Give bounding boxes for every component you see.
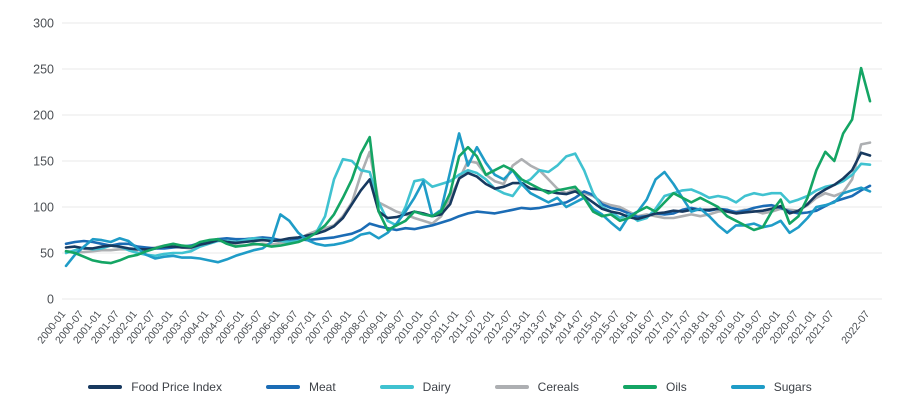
y-axis-tick-label: 250: [33, 63, 54, 77]
legend-item-sugars[interactable]: Sugars: [730, 380, 812, 394]
legend-item-food-price-index[interactable]: Food Price Index: [88, 380, 222, 394]
dairy-line-swatch: [379, 385, 414, 389]
line-series-food-price-index: [64, 151, 872, 251]
y-axis-tick-label: 300: [33, 17, 54, 31]
legend-label: Food Price Index: [131, 380, 222, 394]
legend-item-oils[interactable]: Oils: [623, 380, 687, 394]
meat-line-swatch: [265, 385, 300, 389]
line-series-oils: [64, 66, 872, 265]
legend-label: Oils: [666, 380, 687, 394]
y-axis-tick-label: 150: [33, 155, 54, 169]
legend-label: Meat: [308, 380, 336, 394]
legend-item-meat[interactable]: Meat: [265, 380, 336, 394]
oils-line-swatch: [623, 385, 658, 389]
chart-plot-area: 0501001502002503002000-012000-072001-012…: [33, 17, 882, 346]
legend-label: Cereals: [537, 380, 580, 394]
food-price-index-line-swatch: [88, 385, 123, 389]
legend-label: Dairy: [422, 380, 451, 394]
legend-item-dairy[interactable]: Dairy: [379, 380, 451, 394]
y-axis-tick-label: 200: [33, 109, 54, 123]
line-series-sugars: [64, 132, 872, 268]
y-axis-tick-label: 50: [40, 247, 54, 261]
x-axis-tick-label: 2022-07: [839, 308, 872, 346]
y-axis-tick-label: 0: [47, 293, 54, 307]
y-axis-tick-label: 100: [33, 201, 54, 215]
chart-legend: Food Price Index Meat Dairy Cereals Oils…: [0, 380, 900, 394]
line-series-cereals: [64, 141, 872, 254]
cereals-line-swatch: [494, 385, 529, 389]
legend-item-cereals[interactable]: Cereals: [494, 380, 580, 394]
line-series-dairy: [64, 152, 872, 258]
sugars-line-swatch: [730, 385, 765, 389]
legend-label: Sugars: [773, 380, 812, 394]
